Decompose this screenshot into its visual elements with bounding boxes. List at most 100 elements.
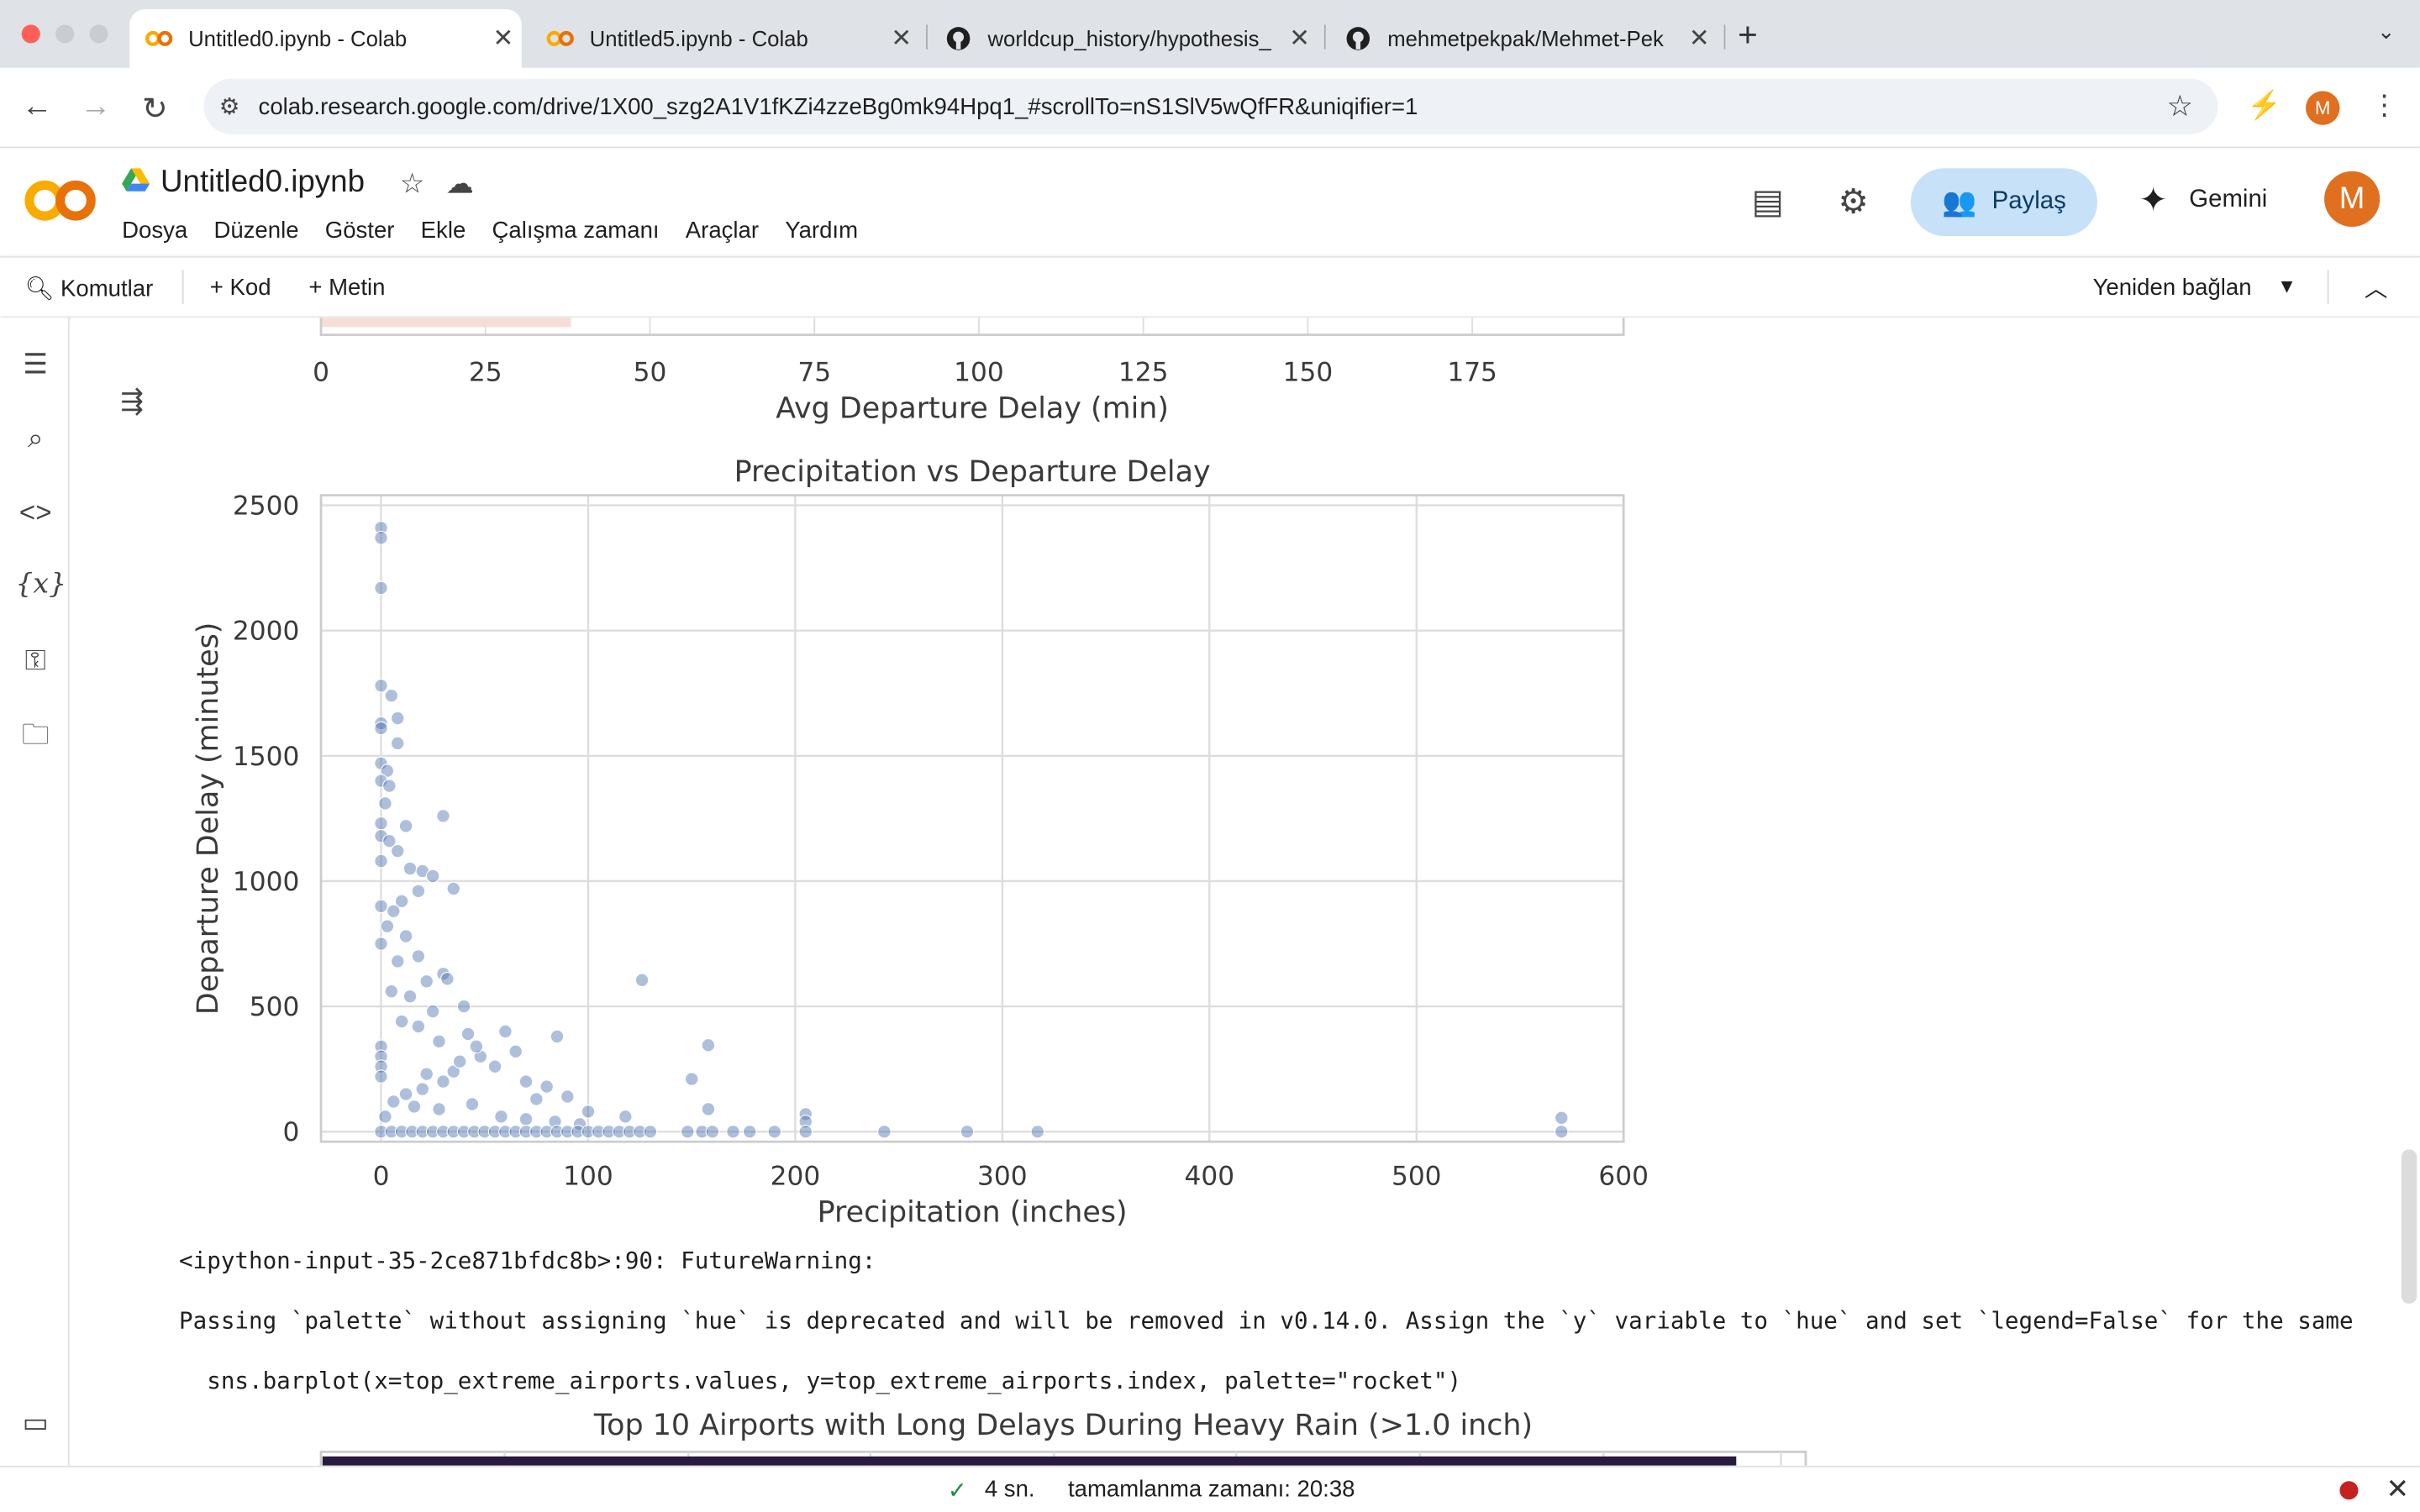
menu-runtime[interactable]: Çalışma zamanı (492, 217, 660, 244)
data-point (550, 1124, 565, 1139)
add-text-button[interactable]: + Metin (308, 275, 385, 301)
data-point (374, 816, 388, 831)
warning-line: Passing `palette` without assigning `hue… (179, 1306, 2354, 1335)
browser-tab-active[interactable]: Untitled0.ipynb - Colab ✕ (129, 9, 522, 68)
output-actions-icon[interactable]: ⇶ (120, 386, 144, 417)
data-point (374, 716, 388, 731)
close-status-icon[interactable]: ✕ (2386, 1473, 2410, 1504)
data-point (394, 1014, 409, 1029)
x-tick-label: 0 (373, 1162, 390, 1192)
data-point (415, 864, 430, 879)
data-point (398, 819, 413, 833)
browser-tab[interactable]: Untitled5.ipynb - Colab ✕ (531, 9, 920, 68)
close-tab-icon[interactable]: ✕ (891, 26, 912, 53)
data-point (487, 1124, 502, 1139)
data-point (387, 1095, 401, 1109)
account-avatar[interactable]: M (2324, 171, 2381, 227)
toolbar-divider (2327, 270, 2329, 304)
share-button[interactable]: 👥 Paylaş (1910, 168, 2098, 237)
address-bar[interactable]: ⚙ colab.research.google.com/drive/1X00_s… (203, 78, 2218, 134)
x-tick-label: 400 (1185, 1162, 1235, 1192)
data-point (798, 1124, 813, 1139)
x-tick-label: 125 (1118, 358, 1169, 388)
google-drive-icon[interactable] (122, 168, 150, 192)
data-point (518, 1074, 534, 1089)
vertical-scrollbar[interactable] (2401, 1149, 2417, 1305)
forward-arrow-icon[interactable]: → (80, 89, 112, 123)
x-tick-label: 50 (634, 358, 667, 388)
maximize-window-button[interactable] (89, 24, 108, 44)
gemini-button[interactable]: ✦ Gemini (2139, 181, 2268, 221)
profile-avatar[interactable]: M (2306, 91, 2340, 125)
find-replace-icon[interactable]: ⌕ (27, 423, 44, 454)
data-point (374, 1124, 388, 1139)
data-point (374, 679, 388, 693)
data-point (469, 1039, 484, 1054)
close-tab-icon[interactable]: ✕ (1688, 26, 1710, 53)
left-sidebar: ☰ ⌕ <> {x} ⚿ 🗀 ▭ (0, 318, 70, 1466)
colab-logo-icon[interactable] (24, 177, 96, 223)
data-point (387, 904, 401, 919)
code-snippets-icon[interactable]: <> (18, 496, 52, 528)
data-point (446, 1064, 461, 1079)
data-point (798, 1115, 813, 1129)
data-point (390, 954, 405, 969)
data-point (456, 1124, 471, 1139)
star-notebook-icon[interactable]: ☆ (399, 168, 425, 199)
menu-file[interactable]: Dosya (122, 217, 188, 244)
reconnect-label: Yeniden bağlan (2092, 274, 2252, 302)
x-tick-label: 25 (469, 358, 502, 388)
collapse-header-icon[interactable]: ︿ (2364, 276, 2388, 302)
data-point (581, 1124, 596, 1139)
minimize-window-button[interactable] (55, 24, 75, 44)
data-point (411, 949, 426, 963)
comment-icon[interactable]: ▤ (1751, 181, 1784, 221)
runtime-status-dot-icon[interactable] (2339, 1481, 2359, 1500)
extensions-icon[interactable]: ⚡ (2247, 89, 2282, 121)
data-point (384, 1124, 399, 1139)
tab-divider (1323, 24, 1326, 50)
terminal-icon[interactable]: ▭ (22, 1407, 49, 1438)
close-tab-icon[interactable]: ✕ (1289, 26, 1310, 53)
settings-gear-icon[interactable]: ⚙ (1838, 181, 1869, 221)
menu-view[interactable]: Göster (324, 217, 395, 244)
menu-edit[interactable]: Düzenle (213, 217, 299, 244)
bookmark-star-icon[interactable]: ☆ (2166, 90, 2193, 123)
reconnect-button[interactable]: Yeniden bağlan (2093, 275, 2252, 301)
notebook-toolbar: 🔍︎ Komutlar + Kod + Metin Yeniden bağlan… (0, 255, 2420, 317)
data-point (612, 1124, 627, 1139)
data-point (398, 1087, 413, 1101)
table-of-contents-icon[interactable]: ☰ (23, 349, 49, 380)
runtime-dropdown-icon[interactable]: ▾ (2281, 273, 2293, 300)
tab-search-icon[interactable]: ⌄ (2377, 18, 2396, 44)
plus-icon: + (209, 274, 224, 302)
reload-icon[interactable]: ↻ (141, 92, 168, 127)
site-settings-icon[interactable]: ⚙ (218, 94, 240, 121)
data-point (425, 869, 440, 884)
add-code-button[interactable]: + Kod (210, 275, 271, 301)
browser-tab[interactable]: mehmetpekpak/Mehmet-Pek ✕ (1328, 9, 1718, 68)
data-point (380, 919, 395, 933)
data-point (618, 1110, 633, 1124)
y-axis-label: Departure Delay (minutes) (192, 622, 225, 1016)
back-arrow-icon[interactable]: ← (21, 89, 53, 123)
menu-insert[interactable]: Ekle (420, 217, 466, 244)
menu-tools[interactable]: Araçlar (685, 217, 760, 244)
browser-menu-icon[interactable]: ⋮ (2370, 89, 2399, 121)
data-point (622, 1124, 637, 1139)
new-tab-icon[interactable]: + (1738, 15, 1758, 55)
data-point (705, 1124, 720, 1139)
add-code-label: Kod (229, 274, 271, 302)
secrets-key-icon[interactable]: ⚿ (24, 644, 46, 676)
menu-help[interactable]: Yardım (785, 217, 859, 244)
variables-icon[interactable]: {x} (15, 567, 67, 601)
browser-tab[interactable]: worldcup_history/hypothesis_ ✕ (929, 9, 1318, 68)
files-folder-icon[interactable]: 🗀 (21, 718, 50, 750)
commands-button[interactable]: 🔍︎ Komutlar (24, 275, 153, 302)
close-window-button[interactable] (21, 24, 40, 44)
notebook-title[interactable]: Untitled0.ipynb (160, 165, 366, 199)
close-tab-icon[interactable]: ✕ (492, 26, 514, 53)
data-point (407, 1100, 422, 1114)
data-point (539, 1124, 554, 1139)
x-tick-label: 175 (1447, 358, 1497, 388)
